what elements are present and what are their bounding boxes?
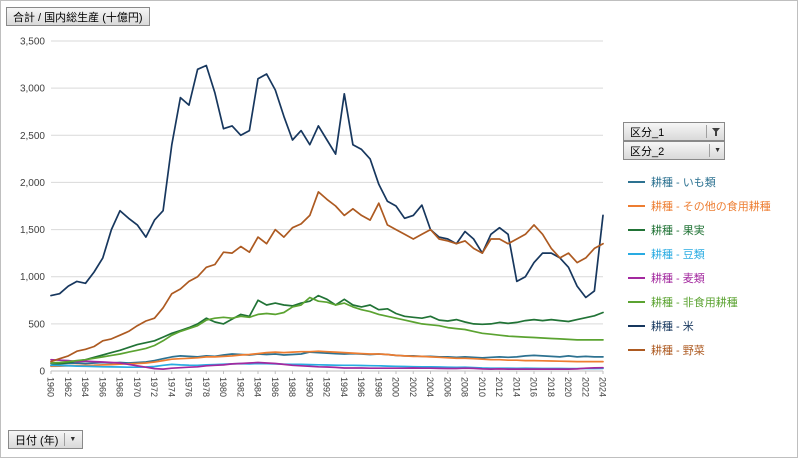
chevron-down-glyph: ▼ [714,147,721,154]
legend-label: 耕種 - 果実 [651,225,705,237]
legend-item[interactable]: 耕種 - 非食用耕種 [628,290,771,314]
date-field-button[interactable]: 日付 (年) ▼ [8,430,84,449]
x-axis-tick-label: 2000 [391,377,401,397]
y-axis-tick-label: 1,500 [20,225,45,236]
x-axis-tick-label: 1996 [356,377,366,397]
series-line [50,64,604,299]
x-axis-tick-label: 2004 [425,377,435,397]
x-axis-tick-label: 1974 [166,377,176,397]
x-axis-tick-label: 1988 [287,377,297,397]
legend-swatch [628,205,645,207]
legend-item[interactable]: 耕種 - いも類 [628,170,771,194]
legend-swatch [628,253,645,255]
legend-item[interactable]: 耕種 - 米 [628,314,771,338]
legend-swatch [628,325,645,327]
series-line [50,296,604,364]
x-axis-tick-label: 1976 [184,377,194,397]
legend-label: 耕種 - その他の食用耕種 [651,201,771,213]
kubun2-field-button[interactable]: 区分_2 ▼ [623,141,725,160]
x-axis-tick-label: 2002 [408,377,418,397]
y-axis-tick-label: 0 [39,367,45,378]
legend-label: 耕種 - いも類 [651,177,716,189]
kubun2-field-label: 区分_2 [630,145,665,158]
legend-swatch [628,277,645,279]
kubun1-field-label: 区分_1 [630,126,665,139]
legend-label: 耕種 - 野菜 [651,345,705,357]
series-line [50,191,604,363]
legend-swatch [628,181,645,183]
legend-swatch [628,229,645,231]
x-axis-tick-label: 2016 [529,377,539,397]
x-axis-tick-label: 2006 [442,377,452,397]
legend: 耕種 - いも類 耕種 - その他の食用耕種 耕種 - 果実 耕種 - 豆類 耕種 - … [628,170,771,362]
y-axis-tick-label: 1,000 [20,272,45,283]
date-field-label: 日付 (年) [15,434,59,447]
y-axis-tick-label: 3,500 [20,37,45,48]
x-axis-tick-label: 2022 [580,377,590,397]
legend-label: 耕種 - 非食用耕種 [651,297,738,309]
legend-item[interactable]: 耕種 - 麦類 [628,266,771,290]
y-axis-tick-label: 3,000 [20,84,45,95]
x-axis-tick-label: 1968 [115,377,125,397]
chevron-down-glyph: ▼ [69,436,77,443]
line-chart: 0 500 1,000 1,500 2,000 2,500 3,000 3,500 1960 19… [20,37,608,398]
x-axis-tick-label: 1960 [46,377,56,397]
x-axis-tick-label: 1990 [304,377,314,397]
x-axis-tick-label: 1998 [373,377,383,397]
series-line [50,294,604,367]
legend-item[interactable]: 耕種 - 野菜 [628,338,771,362]
x-axis-tick-label: 2010 [477,377,487,397]
y-axis-tick-label: 2,000 [20,178,45,189]
x-axis-tick-label: 1970 [132,377,142,397]
legend-item[interactable]: 耕種 - 果実 [628,218,771,242]
legend-label: 耕種 - 麦類 [651,273,705,285]
legend-label: 耕種 - 米 [651,321,694,333]
x-axis-tick-label: 1972 [149,377,159,397]
y-axis-tick-label: 500 [28,319,45,330]
x-axis-tick-label: 1978 [201,377,211,397]
series-line [50,358,604,370]
series-line [50,351,604,365]
x-axis-tick-label: 1994 [339,377,349,397]
legend-swatch [628,301,645,303]
x-axis-tick-label: 1980 [218,377,228,397]
x-axis-tick-label: 1986 [270,377,280,397]
x-axis-tick-label: 1984 [253,377,263,397]
x-axis-tick-label: 2020 [563,377,573,397]
legend-label: 耕種 - 豆類 [651,249,705,261]
values-field-label: 合計 / 国内総生産 (十億円) [13,11,143,24]
legend-item[interactable]: 耕種 - 豆類 [628,242,771,266]
filter-icon [706,125,721,138]
x-axis-tick-label: 1992 [322,377,332,397]
x-axis-tick-label: 2018 [546,377,556,397]
x-axis-tick-label: 2024 [598,377,608,397]
x-axis-tick-label: 1964 [80,377,90,397]
legend-swatch [628,349,645,351]
chevron-down-icon: ▼ [64,433,76,446]
chevron-down-icon: ▼ [709,144,721,157]
series-line [50,350,604,368]
x-axis-tick-label: 1962 [63,377,73,397]
x-axis-tick-label: 1966 [97,377,107,397]
y-axis-tick-label: 2,500 [20,131,45,142]
x-axis-tick-label: 1982 [235,377,245,397]
x-axis-tick-label: 2008 [460,377,470,397]
x-axis-tick-label: 2012 [494,377,504,397]
values-field-button[interactable]: 合計 / 国内総生産 (十億円) [6,7,150,26]
x-axis-tick-label: 2014 [511,377,521,397]
legend-item[interactable]: 耕種 - その他の食用耕種 [628,194,771,218]
kubun1-field-button[interactable]: 区分_1 [623,122,725,141]
